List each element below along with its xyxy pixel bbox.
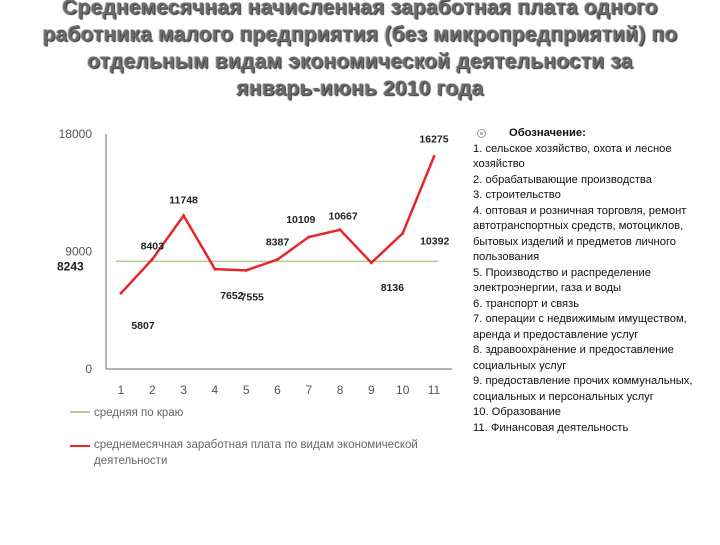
data-label: 7652 bbox=[220, 290, 244, 302]
x-tick-label: 4 bbox=[212, 383, 219, 397]
salary-point bbox=[150, 257, 154, 261]
data-label: 10392 bbox=[420, 235, 449, 247]
legend-item-9: 9. предоставление прочих коммунальных, с… bbox=[473, 375, 693, 403]
y-tick-label: 9000 bbox=[65, 245, 92, 259]
x-tick-label: 10 bbox=[396, 383, 410, 397]
legend-item-5: 5. Производство и распределение электроэ… bbox=[473, 266, 651, 295]
x-tick-label: 5 bbox=[243, 383, 250, 397]
x-tick-label: 6 bbox=[274, 383, 281, 397]
legend-salary-label-line-1: среднемесячная заработная плата по видам… bbox=[94, 439, 418, 451]
bullet-icon bbox=[477, 129, 486, 139]
title-line-3: отдельным видам экономической деятельнос… bbox=[87, 50, 633, 73]
salary-point bbox=[401, 231, 405, 235]
salary-point bbox=[307, 235, 311, 239]
legend-item-10: 10. Образование bbox=[473, 406, 562, 418]
legend-item-3: 3. строительство bbox=[473, 189, 561, 201]
y-tick-label: 18000 bbox=[59, 127, 93, 141]
salary-point bbox=[276, 258, 279, 262]
legend-salary-label-line-2: деятельности bbox=[94, 455, 167, 467]
line-chart: 0 9000 18000 1 2 3 4 5 6 7 8 9 10 11 8243 5807 8403 11748… bbox=[57, 127, 452, 467]
salary-point bbox=[119, 291, 123, 295]
data-label: 10109 bbox=[286, 214, 315, 226]
title-line-1: Среднемесячная начисленная заработная пл… bbox=[62, 0, 658, 19]
average-value-label: 8243 bbox=[57, 259, 84, 273]
salary-point bbox=[244, 268, 248, 272]
chart-area: 0 9000 18000 1 2 3 4 5 6 7 8 9 10 11 8243 5807 8403 11748… bbox=[57, 127, 452, 467]
salary-point bbox=[182, 214, 186, 218]
data-label: 10667 bbox=[328, 211, 357, 223]
x-tick-label: 11 bbox=[428, 383, 441, 397]
legend-average-label: средняя по краю bbox=[94, 407, 184, 419]
legend-items: 1. сельское хозяйство, охота и лесное хо… bbox=[473, 142, 718, 437]
legend-item-2: 2. обрабатывающие производства bbox=[473, 173, 652, 186]
legend-heading: Обозначение: bbox=[509, 127, 586, 139]
x-tick-label: 7 bbox=[305, 383, 312, 397]
legend-item-1: 1. сельское хозяйство, охота и лесное хо… bbox=[473, 142, 672, 171]
title-line-4: январь-июнь 2010 года bbox=[236, 77, 484, 100]
y-tick-label: 0 bbox=[85, 362, 92, 376]
x-tick-label: 8 bbox=[337, 383, 344, 397]
data-label: 8387 bbox=[266, 237, 290, 249]
x-tick-label: 1 bbox=[118, 383, 125, 397]
x-tick-label: 3 bbox=[180, 383, 187, 397]
x-tick-label: 9 bbox=[368, 383, 375, 397]
legend-item-7: 7. операции с недвижимым имуществом, аре… bbox=[473, 313, 687, 341]
chart-title: Среднемесячная начисленная заработная пл… bbox=[0, 0, 720, 102]
data-label: 16275 bbox=[419, 134, 448, 146]
salary-series-line bbox=[120, 156, 436, 295]
data-label: 8136 bbox=[381, 282, 405, 294]
salary-point bbox=[432, 155, 436, 159]
data-label: 8403 bbox=[141, 240, 165, 252]
title-line-2: работника малого предприятия (без микроп… bbox=[42, 23, 678, 46]
legend-heading-row: Обозначение: bbox=[473, 126, 718, 142]
x-tick-label: 2 bbox=[149, 383, 156, 397]
legend-item-8: 8. здравоохранение и предоставление соци… bbox=[473, 344, 674, 372]
data-label: 7555 bbox=[241, 291, 265, 303]
legend-item-4: 4. оптовая и розничная торговля, ремонт … bbox=[473, 204, 687, 264]
legend-panel: Обозначение: 1. сельское хозяйство, охот… bbox=[473, 126, 718, 436]
data-label: 11748 bbox=[169, 195, 198, 207]
salary-point bbox=[338, 228, 342, 232]
legend-item-6: 6. транспорт и связь bbox=[473, 297, 580, 310]
data-label: 5807 bbox=[131, 320, 155, 332]
salary-point bbox=[213, 267, 217, 271]
salary-point bbox=[369, 261, 373, 265]
legend-item-11: 11. Финансовая деятельность bbox=[473, 421, 629, 434]
